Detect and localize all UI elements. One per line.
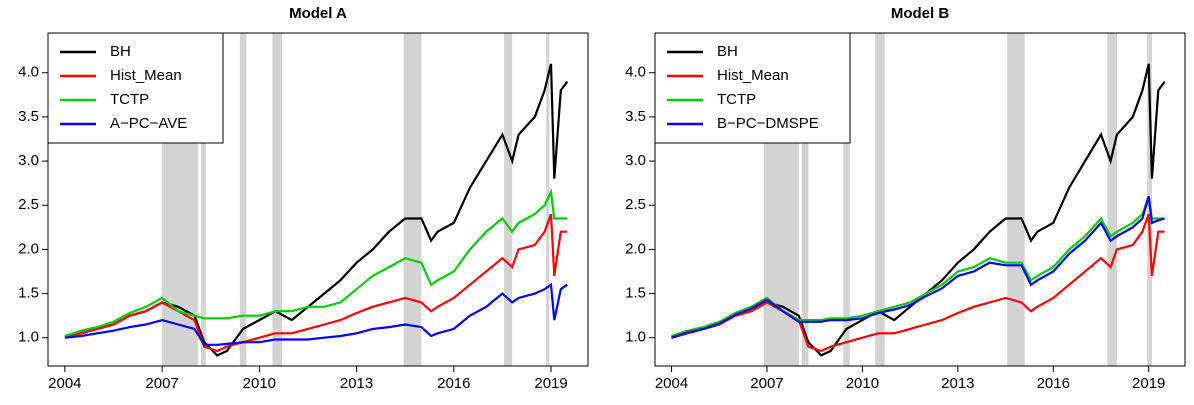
legend-label: BH [110,43,131,60]
y-tick-label: 1.5 [625,285,646,302]
legend-label: B−PC−DMSPE [717,115,819,132]
legend-label: TCTP [717,91,756,108]
x-tick-label: 2010 [243,375,276,392]
series-line [64,213,568,353]
y-tick-label: 1.5 [18,285,39,302]
shaded-period [504,33,513,366]
shaded-period [801,33,809,366]
legend-label: Hist_Mean [717,67,789,84]
chart-title: Model B [891,5,949,22]
legend-label: TCTP [110,91,149,108]
x-tick-label: 2004 [655,375,688,392]
series-line [671,196,1165,338]
x-tick-label: 2004 [48,375,81,392]
shaded-period [200,33,206,366]
x-tick-label: 2016 [437,375,470,392]
legend-label: BH [717,43,738,60]
shaded-period [272,33,283,366]
y-tick-label: 1.0 [18,329,39,346]
y-tick-label: 1.0 [625,329,646,346]
shaded-period [843,33,850,366]
shaded-period [1107,33,1117,366]
shaded-period [403,33,422,366]
y-tick-label: 2.0 [18,240,39,257]
legend-label: Hist_Mean [110,67,182,84]
y-tick-label: 2.5 [625,196,646,213]
x-tick-label: 2007 [750,375,783,392]
y-tick-label: 2.0 [625,240,646,257]
series-line [64,282,568,346]
plot-frame [654,32,1186,367]
plot-frame [47,32,589,367]
y-tick-label: 3.0 [625,152,646,169]
y-tick-label: 3.5 [18,108,39,125]
shaded-period [875,33,885,366]
y-tick-label: 3.5 [625,108,646,125]
shaded-period [1007,33,1025,366]
shaded-period [239,33,247,366]
chart-title: Model A [289,5,347,22]
x-tick-label: 2013 [340,375,373,392]
y-tick-label: 4.0 [18,64,39,81]
x-tick-label: 2013 [941,375,974,392]
series-line [671,196,1165,339]
x-tick-label: 2016 [1037,375,1070,392]
series-line [64,188,568,338]
y-tick-label: 2.5 [18,196,39,213]
x-tick-label: 2019 [534,375,567,392]
x-tick-label: 2010 [846,375,879,392]
x-tick-label: 2019 [1132,375,1165,392]
x-tick-label: 2007 [145,375,178,392]
y-tick-label: 4.0 [625,64,646,81]
legend-label: A−PC−AVE [110,115,187,132]
y-tick-label: 3.0 [18,152,39,169]
series-line [671,213,1165,353]
